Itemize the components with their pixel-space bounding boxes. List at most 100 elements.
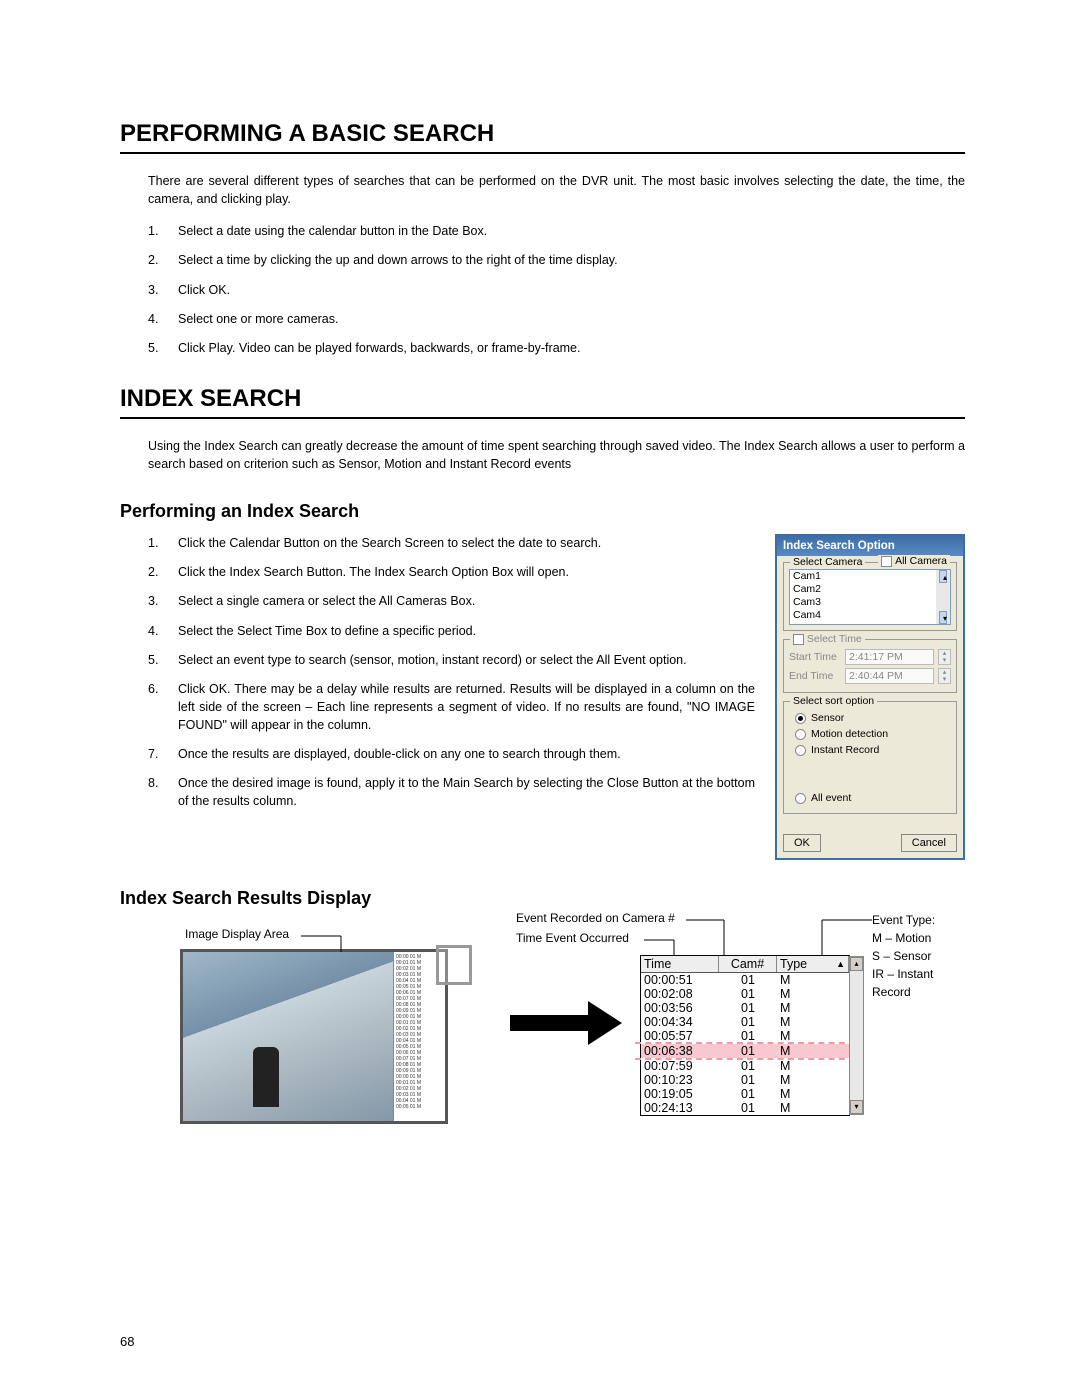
cell-cam: 01	[719, 1073, 777, 1087]
callout-event-type: Event Type: M – Motion S – Sensor IR – I…	[872, 911, 965, 1001]
heading-basic-search: PERFORMING A BASIC SEARCH	[120, 120, 965, 154]
step-item: 1.Click the Calendar Button on the Searc…	[148, 534, 755, 552]
select-camera-group: Select Camera All Camera Cam1Cam2Cam3Cam…	[783, 562, 957, 631]
cell-time: 00:00:51	[641, 973, 719, 987]
camera-list-item[interactable]: Cam2	[790, 583, 950, 596]
cell-time: 00:24:13	[641, 1101, 719, 1115]
step-item: 2.Click the Index Search Button. The Ind…	[148, 563, 755, 581]
step-item: 3.Select a single camera or select the A…	[148, 592, 755, 610]
arrow-icon	[510, 1001, 620, 1045]
step-number: 7.	[148, 745, 178, 763]
cell-cam: 01	[719, 1087, 777, 1101]
camera-listbox[interactable]: Cam1Cam2Cam3Cam4 ▴ ▾	[789, 569, 951, 625]
results-display-area: Image Display Area Event Recorded on Cam…	[120, 921, 965, 1124]
step-number: 5.	[148, 339, 178, 357]
step-item: 6.Click OK. There may be a delay while r…	[148, 680, 755, 734]
spinner-icon[interactable]: ▴▾	[938, 668, 951, 684]
step-text: Click OK.	[178, 281, 965, 299]
step-text: Select one or more cameras.	[178, 310, 965, 328]
spinner-icon[interactable]: ▴▾	[938, 649, 951, 665]
radio-motion[interactable]: Motion detection	[795, 728, 951, 740]
scroll-up-icon[interactable]: ▴	[939, 570, 947, 583]
video-thumbnail	[183, 952, 393, 1121]
cell-time: 00:04:34	[641, 1015, 719, 1029]
scroll-down-icon[interactable]: ▾	[850, 1100, 863, 1114]
start-time-value[interactable]: 2:41:17 PM	[845, 649, 934, 665]
cell-time: 00:06:38	[641, 1044, 719, 1058]
table-row[interactable]: 00:00:5101M	[641, 973, 849, 987]
cancel-button[interactable]: Cancel	[901, 834, 957, 852]
end-time-value[interactable]: 2:40:44 PM	[845, 668, 934, 684]
table-header: Time Cam# Type▲	[641, 956, 849, 973]
step-text: Click the Calendar Button on the Search …	[178, 534, 755, 552]
cell-cam: 01	[719, 987, 777, 1001]
step-number: 3.	[148, 592, 178, 610]
all-camera-checkbox[interactable]: All Camera	[878, 555, 950, 567]
results-table: Time Cam# Type▲ 00:00:5101M00:02:0801M00…	[640, 955, 850, 1116]
cell-type: M	[777, 973, 849, 987]
step-text: Click the Index Search Button. The Index…	[178, 563, 755, 581]
table-row[interactable]: 00:24:1301M	[641, 1101, 849, 1115]
cell-time: 00:19:05	[641, 1087, 719, 1101]
select-time-label: Select Time	[790, 633, 865, 645]
table-scrollbar[interactable]: ▴ ▾	[849, 956, 864, 1115]
cell-type: M	[777, 1001, 849, 1015]
callout-time-event: Time Event Occurred	[516, 931, 629, 945]
camera-list-item[interactable]: Cam1	[790, 570, 950, 583]
sort-asc-icon: ▲	[836, 959, 845, 969]
step-number: 2.	[148, 563, 178, 581]
checkbox-icon[interactable]	[793, 634, 804, 645]
cell-type: M	[777, 1087, 849, 1101]
step-item: 7.Once the results are displayed, double…	[148, 745, 755, 763]
radio-sensor[interactable]: Sensor	[795, 712, 951, 724]
start-time-label: Start Time	[789, 651, 841, 663]
col-type-header[interactable]: Type▲	[777, 956, 849, 972]
table-row[interactable]: 00:06:3801M	[641, 1044, 849, 1058]
camera-list-item[interactable]: Cam4	[790, 609, 950, 622]
dialog-title: Index Search Option	[777, 536, 963, 556]
highlighted-row-wrap: 00:06:3801M	[635, 1042, 855, 1060]
table-row[interactable]: 00:19:0501M	[641, 1087, 849, 1101]
table-row[interactable]: 00:04:3401M	[641, 1015, 849, 1029]
col-cam-header[interactable]: Cam#	[719, 956, 777, 972]
step-number: 5.	[148, 651, 178, 669]
index-search-option-dialog: Index Search Option Select Camera All Ca…	[775, 534, 965, 860]
table-row[interactable]: 00:02:0801M	[641, 987, 849, 1001]
callout-image-display: Image Display Area	[185, 927, 289, 941]
cell-time: 00:03:56	[641, 1001, 719, 1015]
radio-instant[interactable]: Instant Record	[795, 744, 951, 756]
step-text: Click Play. Video can be played forwards…	[178, 339, 965, 357]
cell-cam: 01	[719, 1001, 777, 1015]
step-number: 1.	[148, 222, 178, 240]
heading-index-search: INDEX SEARCH	[120, 385, 965, 419]
scroll-down-icon[interactable]: ▾	[939, 611, 947, 624]
radio-icon	[795, 745, 806, 756]
cell-cam: 01	[719, 1029, 777, 1043]
radio-all-event[interactable]: All event	[795, 792, 951, 804]
intro-basic-search: There are several different types of sea…	[148, 172, 965, 208]
scrollbar[interactable]: ▴ ▾	[936, 570, 950, 624]
table-row[interactable]: 00:07:5901M	[641, 1059, 849, 1073]
image-display: 00:00 01 M00:01 01 M00:02 01 M00:03 01 M…	[180, 949, 448, 1124]
cell-cam: 01	[719, 1059, 777, 1073]
callout-event-camera: Event Recorded on Camera #	[516, 911, 675, 925]
checkbox-icon	[881, 556, 892, 567]
step-item: 5.Click Play. Video can be played forwar…	[148, 339, 965, 357]
table-row[interactable]: 00:05:5701M	[641, 1029, 849, 1043]
cell-type: M	[777, 987, 849, 1001]
cell-type: M	[777, 1101, 849, 1115]
ok-button[interactable]: OK	[783, 834, 821, 852]
step-text: Select a date using the calendar button …	[178, 222, 965, 240]
col-time-header[interactable]: Time	[641, 956, 719, 972]
step-item: 1.Select a date using the calendar butto…	[148, 222, 965, 240]
cell-cam: 01	[719, 973, 777, 987]
step-item: 5.Select an event type to search (sensor…	[148, 651, 755, 669]
table-row[interactable]: 00:10:2301M	[641, 1073, 849, 1087]
table-row[interactable]: 00:03:5601M	[641, 1001, 849, 1015]
cell-time: 00:05:57	[641, 1029, 719, 1043]
sort-option-group: Select sort option Sensor Motion detecti…	[783, 701, 957, 814]
step-text: Select a single camera or select the All…	[178, 592, 755, 610]
step-number: 1.	[148, 534, 178, 552]
scroll-up-icon[interactable]: ▴	[850, 957, 863, 971]
camera-list-item[interactable]: Cam3	[790, 596, 950, 609]
